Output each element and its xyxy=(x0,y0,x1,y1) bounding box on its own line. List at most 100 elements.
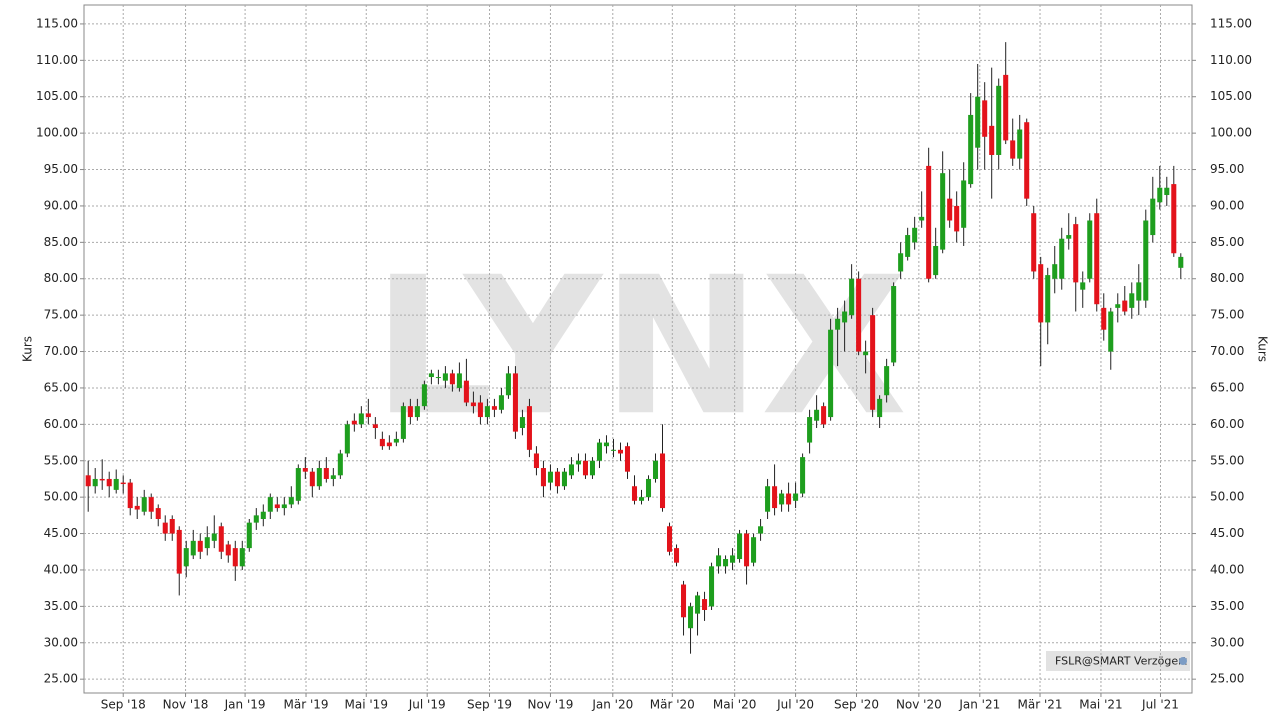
y-tick-label-right: 110.00 xyxy=(1210,53,1252,67)
candle-body xyxy=(323,468,329,479)
x-tick-label: Jan '20 xyxy=(591,698,633,712)
x-tick-label: Mär '19 xyxy=(284,698,329,712)
y-tick-label: 45.00 xyxy=(44,526,78,540)
candle-body xyxy=(835,318,841,330)
candle-body xyxy=(996,85,1002,155)
x-tick-label: Mär '21 xyxy=(1018,698,1063,712)
candle-body xyxy=(197,540,203,552)
candle-body xyxy=(1115,304,1121,308)
candle-body xyxy=(491,406,497,410)
candle-body xyxy=(582,460,588,476)
y-tick-label-right: 100.00 xyxy=(1210,126,1252,140)
candle-body xyxy=(842,311,848,323)
candle-body xyxy=(435,377,441,379)
candle-body xyxy=(456,373,462,388)
y-tick-label: 25.00 xyxy=(44,672,78,686)
candle-body xyxy=(1052,264,1058,279)
candle-body xyxy=(99,478,105,481)
candle-body xyxy=(1017,129,1023,159)
y-tick-label: 80.00 xyxy=(44,271,78,285)
y-tick-label: 115.00 xyxy=(36,16,78,30)
candle-body xyxy=(134,505,140,510)
y-tick-label: 35.00 xyxy=(44,599,78,613)
candle-body xyxy=(400,406,406,439)
candle-body xyxy=(856,278,862,352)
candle-body xyxy=(940,173,946,250)
y-tick-label-right: 55.00 xyxy=(1210,453,1244,467)
candle-body xyxy=(155,508,161,519)
candle-body xyxy=(1087,220,1093,279)
x-tick-label: Jan '21 xyxy=(958,698,1000,712)
candle-body xyxy=(253,515,259,523)
candle-body xyxy=(442,373,448,381)
candle-body xyxy=(793,493,799,501)
candle-body xyxy=(1143,220,1149,301)
x-tick-label: Mai '20 xyxy=(713,698,756,712)
candle-body xyxy=(659,453,666,509)
candle-body xyxy=(274,504,280,509)
y-tick-label: 40.00 xyxy=(44,562,78,576)
candle-body xyxy=(870,315,876,410)
candle-body xyxy=(779,493,785,505)
candle-body xyxy=(1045,275,1051,323)
y-tick-label: 75.00 xyxy=(44,308,78,322)
candle-body xyxy=(933,245,939,276)
y-tick-label: 105.00 xyxy=(36,89,78,103)
candle-body xyxy=(505,373,511,396)
globe-icon xyxy=(1179,657,1187,665)
candle-body xyxy=(463,380,469,403)
y-tick-label-right: 105.00 xyxy=(1210,89,1252,103)
candle-body xyxy=(1073,224,1079,283)
candle-body xyxy=(260,511,266,519)
candle-body xyxy=(1136,282,1142,301)
candle-body xyxy=(1059,238,1065,279)
candle-body xyxy=(638,497,645,501)
candle-body xyxy=(1031,213,1037,272)
candle-body xyxy=(302,468,308,472)
x-tick-label: Jul '21 xyxy=(1141,698,1179,712)
candle-body xyxy=(330,475,336,479)
source-label: FSLR@SMART Verzögert xyxy=(1055,655,1188,668)
y-tick-label-right: 75.00 xyxy=(1210,308,1244,322)
candle-body xyxy=(800,457,806,494)
candle-body xyxy=(421,384,427,407)
y-tick-label: 100.00 xyxy=(36,126,78,140)
y-tick-label: 70.00 xyxy=(44,344,78,358)
candle-body xyxy=(428,373,434,378)
candle-body xyxy=(183,548,189,567)
x-tick-label: Nov '19 xyxy=(528,698,574,712)
x-tick-label: Sep '20 xyxy=(834,698,879,712)
y-tick-label: 60.00 xyxy=(44,417,78,431)
candle-body xyxy=(477,402,483,418)
candle-body xyxy=(666,526,673,552)
x-tick-label: Nov '20 xyxy=(896,698,942,712)
candle-body xyxy=(926,165,932,279)
y-tick-label: 95.00 xyxy=(44,162,78,176)
candle-body xyxy=(968,114,974,185)
candle-body xyxy=(751,537,757,563)
candle-body xyxy=(975,96,981,148)
candle-body xyxy=(716,555,722,567)
candle-body xyxy=(92,478,98,487)
candle-body xyxy=(414,406,420,418)
candle-body xyxy=(688,606,694,629)
candle-body xyxy=(1080,282,1086,290)
candle-body xyxy=(1024,122,1030,199)
candle-body xyxy=(568,464,574,476)
candle-body xyxy=(295,468,301,501)
y-tick-label-right: 50.00 xyxy=(1210,490,1244,504)
candle-body xyxy=(1164,187,1170,196)
candle-body xyxy=(821,406,827,425)
candle-body xyxy=(169,518,175,534)
candle-body xyxy=(1108,311,1114,352)
candle-body xyxy=(1038,264,1044,323)
y-tick-label-right: 60.00 xyxy=(1210,417,1244,431)
candle-body xyxy=(232,548,238,567)
candle-body xyxy=(281,504,287,509)
candle-body xyxy=(519,417,525,428)
candle-body xyxy=(533,453,539,469)
candle-body xyxy=(631,486,638,501)
candle-body xyxy=(1171,184,1177,254)
x-tick-label: Jul '20 xyxy=(776,698,814,712)
